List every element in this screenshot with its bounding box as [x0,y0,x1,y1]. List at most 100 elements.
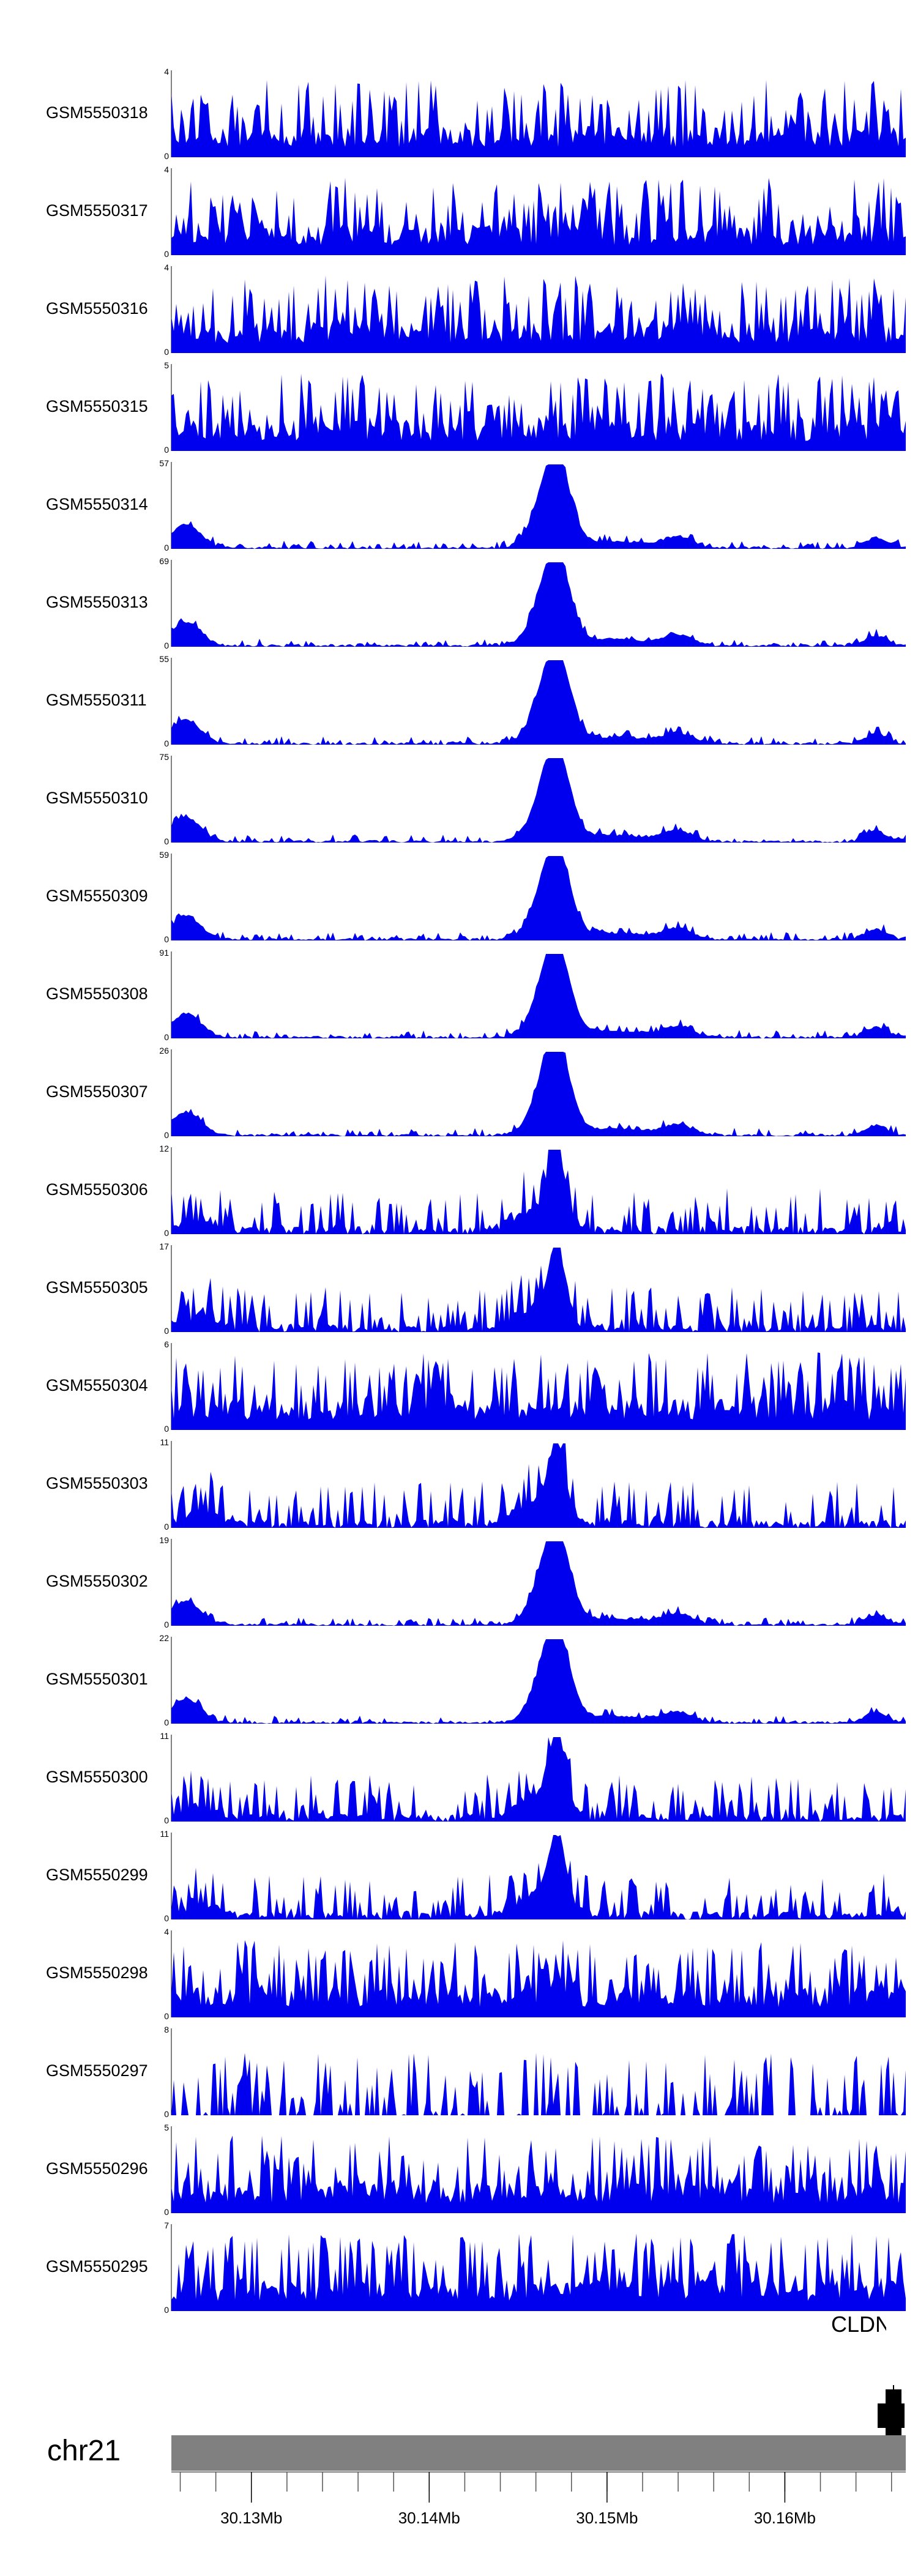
y-max-label: 7 [164,2220,169,2230]
coverage-area-GSM5550315 [171,373,906,451]
chromosome-bar [171,2435,906,2471]
coverage-area-GSM5550296 [171,2135,906,2213]
y-max-label: 59 [159,850,169,860]
track-label: GSM5550305 [46,1278,148,1297]
y-max-label: 75 [159,752,169,762]
y-min-label: 0 [164,543,169,553]
y-max-label: 26 [159,1046,169,1055]
y-min-label: 0 [164,1032,169,1042]
track-label: GSM5550314 [46,495,148,513]
y-min-label: 0 [164,934,169,944]
track-label: GSM5550306 [46,1180,148,1199]
y-min-label: 0 [164,249,169,259]
track-label: GSM5550309 [46,887,148,905]
y-min-label: 0 [164,641,169,650]
y-min-label: 0 [164,1913,169,1923]
y-min-label: 0 [164,2207,169,2217]
y-max-label: 11 [160,1731,169,1741]
y-max-label: 4 [164,262,169,272]
y-min-label: 0 [164,2109,169,2119]
y-max-label: 91 [159,948,169,958]
y-min-label: 0 [164,1620,169,1629]
x-tick-label: 30.16Mb [753,2509,816,2527]
coverage-area-GSM5550313 [171,562,906,647]
coverage-area-GSM5550297 [171,2052,906,2115]
track-label: GSM5550307 [46,1082,148,1101]
track-label: GSM5550313 [46,593,148,611]
track-label: GSM5550297 [46,2061,148,2080]
y-max-label: 5 [164,2123,169,2132]
track-label: GSM5550301 [46,1670,148,1688]
coverage-area-GSM5550311 [171,660,906,745]
coverage-area-GSM5550304 [171,1352,906,1430]
y-min-label: 0 [164,1522,169,1532]
y-max-label: 8 [164,2025,169,2034]
track-label: GSM5550298 [46,1964,148,1982]
coverage-area-GSM5550301 [171,1639,906,1724]
track-label: GSM5550311 [46,691,147,709]
coverage-area-GSM5550314 [171,464,906,549]
y-max-label: 55 [159,654,169,664]
y-min-label: 0 [164,151,169,161]
coverage-area-GSM5550318 [171,80,906,157]
coverage-area-GSM5550302 [171,1541,906,1626]
y-max-label: 11 [160,1437,169,1447]
chromosome-label: chr21 [47,2435,121,2467]
coverage-area-GSM5550305 [171,1248,906,1332]
y-min-label: 0 [164,1815,169,1825]
y-max-label: 12 [159,1144,169,1153]
x-tick-label: 30.14Mb [398,2509,460,2527]
y-min-label: 0 [164,2305,169,2315]
coverage-area-GSM5550303 [171,1443,906,1528]
y-min-label: 0 [164,739,169,748]
gene-label: CLDN [831,2312,886,2337]
track-label: GSM5550296 [46,2159,148,2178]
y-max-label: 11 [160,1829,169,1839]
coverage-area-GSM5550299 [171,1835,906,1919]
coverage-area-GSM5550316 [171,275,906,353]
gene-exon [878,2403,905,2428]
y-min-label: 0 [164,1326,169,1336]
y-min-label: 0 [164,1718,169,1727]
coverage-area-GSM5550310 [171,758,906,843]
track-label: GSM5550299 [46,1866,148,1884]
track-label: GSM5550308 [46,985,148,1003]
coverage-area-GSM5550298 [171,1940,906,2017]
track-label: GSM5550310 [46,789,148,807]
y-min-label: 0 [164,1228,169,1238]
y-max-label: 19 [159,1535,169,1545]
y-min-label: 0 [164,347,169,357]
y-min-label: 0 [164,2011,169,2021]
y-min-label: 0 [164,445,169,455]
y-min-label: 0 [164,836,169,846]
y-min-label: 0 [164,1424,169,1434]
track-label: GSM5550304 [46,1376,148,1394]
coverage-area-GSM5550306 [171,1150,906,1234]
coverage-area-GSM5550317 [171,177,906,255]
track-label: GSM5550302 [46,1572,148,1590]
coverage-area-GSM5550295 [171,2233,906,2311]
track-label: GSM5550317 [46,201,148,220]
track-label: GSM5550315 [46,397,148,415]
y-max-label: 6 [164,1339,169,1349]
track-label: GSM5550300 [46,1768,148,1786]
x-tick-label: 30.15Mb [576,2509,638,2527]
y-max-label: 69 [159,556,169,566]
coverage-area-GSM5550309 [171,856,906,940]
y-max-label: 5 [164,360,169,370]
track-label: GSM5550318 [46,103,148,122]
y-max-label: 4 [164,165,169,174]
coverage-area-GSM5550307 [171,1052,906,1136]
coverage-area-GSM5550300 [171,1737,906,1822]
y-max-label: 22 [159,1633,169,1643]
track-label: GSM5550303 [46,1474,148,1492]
track-label: GSM5550316 [46,299,148,318]
y-min-label: 0 [164,1130,169,1140]
y-max-label: 4 [164,67,169,76]
y-max-label: 17 [159,1241,169,1251]
y-max-label: 4 [164,1927,169,1937]
x-tick-label: 30.13Mb [220,2509,283,2527]
coverage-area-GSM5550308 [171,954,906,1038]
